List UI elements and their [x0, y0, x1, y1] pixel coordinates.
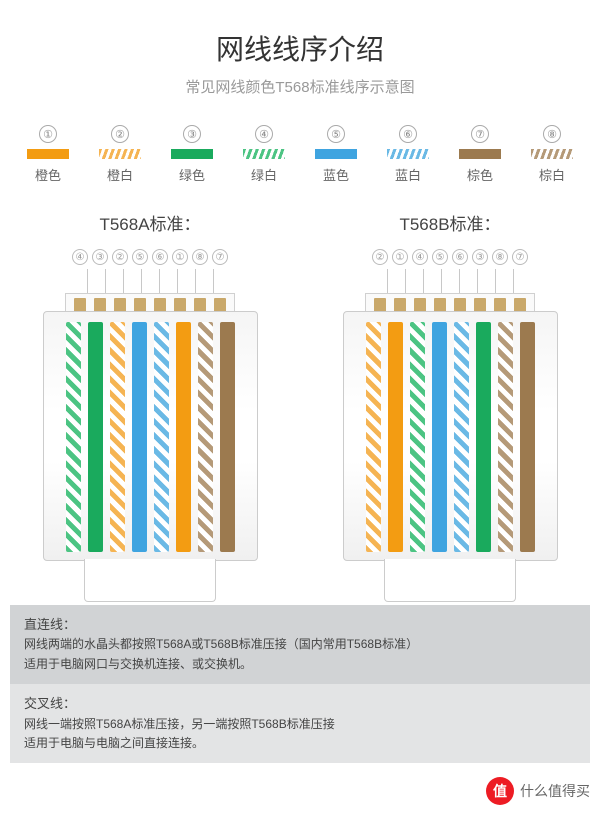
standard-title: T568B标准： [343, 210, 558, 235]
color-legend: ① 橙色 ② 橙白 ③ 绿色 ④ 绿白 ⑤ 蓝色 ⑥ 蓝白 ⑦ 棕色 ⑧ 棕白 [0, 125, 600, 184]
pin-number: ⑧ [492, 249, 508, 265]
pin-number: ⑤ [132, 249, 148, 265]
legend-label: 绿色 [179, 165, 205, 184]
wire [432, 322, 447, 552]
note-direct: 直连线： 网线两端的水晶头都按照T568A或T568B标准压接（国内常用T568… [10, 605, 590, 684]
pin-number: ⑤ [432, 249, 448, 265]
wire [88, 322, 103, 552]
legend-item: ⑥ 蓝白 [387, 125, 429, 184]
watermark-icon: 值 [486, 777, 514, 805]
note-line: 网线一端按照T568A标准压接，另一端按照T568B标准压接 [24, 715, 576, 734]
legend-label: 橙色 [35, 165, 61, 184]
pin-number: ⑦ [212, 249, 228, 265]
standards-row: T568A标准：④③②⑤⑥①⑧⑦T568B标准：②①④⑤⑥③⑧⑦ [0, 210, 600, 561]
note-title: 交叉线： [24, 694, 576, 715]
legend-label: 棕色 [467, 165, 493, 184]
wire [454, 322, 469, 552]
pin-number: ④ [412, 249, 428, 265]
rj45-connector [43, 293, 258, 561]
color-swatch [171, 149, 213, 159]
pin-number: ④ [72, 249, 88, 265]
wire [66, 322, 81, 552]
wire [110, 322, 125, 552]
color-swatch [315, 149, 357, 159]
color-swatch [387, 149, 429, 159]
legend-number: ⑥ [399, 125, 417, 143]
wire [410, 322, 425, 552]
legend-number: ⑧ [543, 125, 561, 143]
legend-item: ⑧ 棕白 [531, 125, 573, 184]
wire [132, 322, 147, 552]
legend-label: 蓝色 [323, 165, 349, 184]
note-line: 适用于电脑与电脑之间直接连接。 [24, 734, 576, 753]
standard-title: T568A标准： [43, 210, 258, 235]
legend-item: ⑦ 棕色 [459, 125, 501, 184]
pin-number: ② [372, 249, 388, 265]
pin-number: ① [172, 249, 188, 265]
rj45-connector [343, 293, 558, 561]
legend-number: ⑦ [471, 125, 489, 143]
wire [498, 322, 513, 552]
pin-number: ⑦ [512, 249, 528, 265]
note-cross: 交叉线： 网线一端按照T568A标准压接，另一端按照T568B标准压接 适用于电… [10, 684, 590, 763]
pin-numbers: ④③②⑤⑥①⑧⑦ [43, 249, 258, 265]
wire [154, 322, 169, 552]
pin-lines [343, 269, 558, 293]
pin-number: ⑥ [152, 249, 168, 265]
pin-number: ③ [92, 249, 108, 265]
watermark-text: 什么值得买 [520, 781, 590, 801]
color-swatch [243, 149, 285, 159]
wire [176, 322, 191, 552]
pin-number: ⑥ [452, 249, 468, 265]
legend-item: ① 橙色 [27, 125, 69, 184]
wire [366, 322, 381, 552]
note-title: 直连线： [24, 615, 576, 636]
legend-number: ② [111, 125, 129, 143]
pin-number: ③ [472, 249, 488, 265]
legend-label: 蓝白 [395, 165, 421, 184]
color-swatch [27, 149, 69, 159]
color-swatch [531, 149, 573, 159]
wire [476, 322, 491, 552]
legend-item: ② 橙白 [99, 125, 141, 184]
notes-section: 直连线： 网线两端的水晶头都按照T568A或T568B标准压接（国内常用T568… [10, 605, 590, 763]
legend-item: ④ 绿白 [243, 125, 285, 184]
legend-label: 橙白 [107, 165, 133, 184]
page-title: 网线线序介绍 [0, 0, 600, 68]
color-swatch [459, 149, 501, 159]
pin-lines [43, 269, 258, 293]
standard-column: T568B标准： ②①④⑤⑥③⑧⑦ [343, 210, 558, 561]
legend-number: ③ [183, 125, 201, 143]
note-line: 适用于电脑网口与交换机连接、或交换机。 [24, 655, 576, 674]
color-swatch [99, 149, 141, 159]
watermark: 值 什么值得买 [486, 777, 590, 805]
note-line: 网线两端的水晶头都按照T568A或T568B标准压接（国内常用T568B标准） [24, 635, 576, 654]
pin-number: ① [392, 249, 408, 265]
legend-label: 棕白 [539, 165, 565, 184]
standard-column: T568A标准： ④③②⑤⑥①⑧⑦ [43, 210, 258, 561]
pin-number: ⑧ [192, 249, 208, 265]
legend-label: 绿白 [251, 165, 277, 184]
legend-number: ④ [255, 125, 273, 143]
legend-item: ③ 绿色 [171, 125, 213, 184]
legend-item: ⑤ 蓝色 [315, 125, 357, 184]
legend-number: ① [39, 125, 57, 143]
legend-number: ⑤ [327, 125, 345, 143]
wire [388, 322, 403, 552]
pin-numbers: ②①④⑤⑥③⑧⑦ [343, 249, 558, 265]
wire [220, 322, 235, 552]
pin-number: ② [112, 249, 128, 265]
wire [198, 322, 213, 552]
page-subtitle: 常见网线颜色T568标准线序示意图 [0, 76, 600, 97]
wire [520, 322, 535, 552]
